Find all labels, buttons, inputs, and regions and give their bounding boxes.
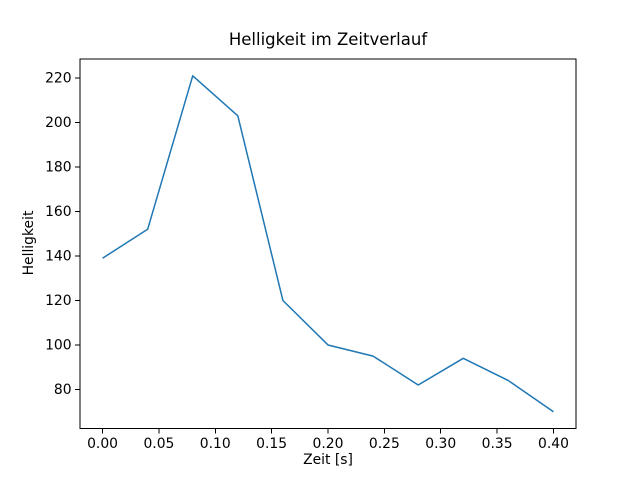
y-tick-label: 80 xyxy=(54,382,72,398)
y-tick-label: 140 xyxy=(45,248,72,264)
y-tick-label: 180 xyxy=(45,160,72,176)
x-axis-label: Zeit [s] xyxy=(303,452,353,468)
y-tick-label: 160 xyxy=(45,204,72,220)
x-tick-label: 0.20 xyxy=(313,436,344,452)
x-tick-label: 0.10 xyxy=(200,436,231,452)
x-tick-label: 0.05 xyxy=(143,436,174,452)
x-tick-label: 0.15 xyxy=(256,436,287,452)
y-axis-label: Helligkeit xyxy=(21,210,37,276)
y-tick-label: 100 xyxy=(45,337,72,353)
y-tick-label: 200 xyxy=(45,115,72,131)
axes-spines xyxy=(79,58,577,429)
line-series xyxy=(102,75,554,413)
x-tick-label: 0.35 xyxy=(482,436,513,452)
x-tick-label: 0.40 xyxy=(538,436,569,452)
y-tick-label: 220 xyxy=(45,71,72,87)
x-tick-label: 0.00 xyxy=(87,436,118,452)
chart-title: Helligkeit im Zeitverlauf xyxy=(228,30,428,49)
x-tick-label: 0.25 xyxy=(369,436,400,452)
y-tick-label: 120 xyxy=(45,293,72,309)
x-tick-label: 0.30 xyxy=(425,436,456,452)
